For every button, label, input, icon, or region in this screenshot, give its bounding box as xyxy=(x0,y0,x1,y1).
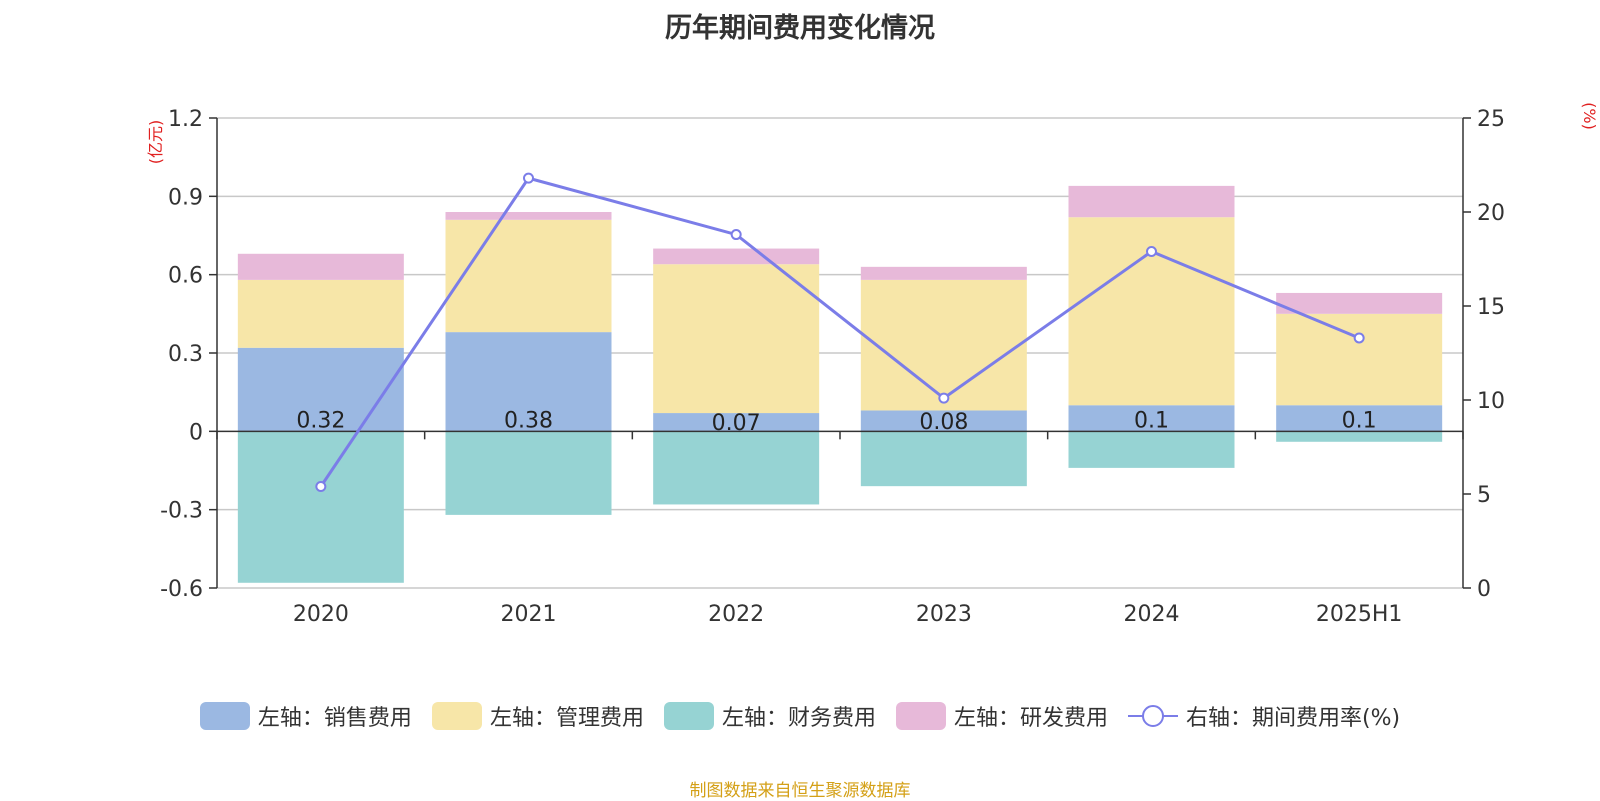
bar-segment xyxy=(1068,405,1235,432)
bar-segment xyxy=(860,266,1027,280)
bar-segment xyxy=(1068,185,1235,218)
legend-label-rd: 左轴：研发费用 xyxy=(953,706,1108,731)
bar-segment xyxy=(1276,313,1443,406)
line-point xyxy=(1353,332,1365,344)
line-point xyxy=(315,480,327,492)
category-label: 2023 xyxy=(916,602,972,627)
legend-label-expense-rate: 右轴：期间费用率(%) xyxy=(1185,706,1401,731)
data-label: 0.1 xyxy=(1342,408,1377,433)
chart-title: 历年期间费用变化情况 xyxy=(665,13,935,44)
source-note: 制图数据来自恒生聚源数据库 xyxy=(689,781,911,801)
legend-label-admin: 左轴：管理费用 xyxy=(489,706,644,731)
right-tick-label: 0 xyxy=(1477,577,1491,602)
legend-item-rd[interactable]: 左轴：研发费用 xyxy=(895,700,1108,732)
data-label: 0.07 xyxy=(712,411,761,436)
left-tick-label: 0.9 xyxy=(168,185,203,210)
right-tick-label: 25 xyxy=(1477,107,1505,132)
bar-segment xyxy=(1276,405,1443,432)
legend: 左轴：销售费用 左轴：管理费用 左轴：财务费用 左轴：研发费用 右轴：期间费用率… xyxy=(0,700,1600,732)
bar-segment xyxy=(237,279,404,348)
bar-segment xyxy=(860,410,1027,432)
legend-swatch-admin xyxy=(431,702,482,730)
left-tick-label: -0.3 xyxy=(160,499,203,524)
right-tick-label: 5 xyxy=(1477,483,1491,508)
left-tick-label: 0.3 xyxy=(168,342,203,367)
legend-item-sales[interactable]: 左轴：销售费用 xyxy=(199,700,412,732)
category-label: 2022 xyxy=(708,602,764,627)
bar-segment xyxy=(1276,292,1443,314)
legend-swatch-rd xyxy=(895,702,946,730)
category-label: 2025H1 xyxy=(1316,602,1403,627)
category-label: 2020 xyxy=(293,602,349,627)
bar-segment xyxy=(237,347,404,432)
left-tick-label: 1.2 xyxy=(168,107,203,132)
data-label: 0.38 xyxy=(504,408,553,433)
right-tick-label: 20 xyxy=(1477,201,1505,226)
bar-segment xyxy=(237,253,404,280)
category-label: 2024 xyxy=(1124,602,1180,627)
bar-segment xyxy=(1068,431,1235,468)
right-tick-label: 15 xyxy=(1477,295,1505,320)
data-label: 0.08 xyxy=(919,410,968,435)
left-tick-label: 0 xyxy=(189,420,203,445)
legend-item-admin[interactable]: 左轴：管理费用 xyxy=(431,700,644,732)
legend-swatch-sales xyxy=(199,702,250,730)
bar-segment xyxy=(445,332,612,432)
bar-segment xyxy=(860,279,1027,411)
chart-canvas: 1.2 0.9 0.6 0.3 0 -0.3 -0.6 25 20 15 10 5 0 (亿元) (%) 20… xyxy=(146,102,1599,627)
bar-segment xyxy=(445,431,612,515)
bar-segment xyxy=(653,248,820,265)
line-point xyxy=(1146,245,1157,257)
left-axis-unit: (亿元) xyxy=(146,120,165,165)
bar-segment xyxy=(1276,431,1443,442)
line-point xyxy=(938,392,950,404)
legend-item-expense-rate[interactable]: 右轴：期间费用率(%) xyxy=(1127,700,1401,732)
data-label: 0.1 xyxy=(1134,408,1169,433)
bar-segment xyxy=(653,413,820,432)
bar-segment xyxy=(653,264,820,414)
legend-item-finance[interactable]: 左轴：财务费用 xyxy=(663,700,876,732)
line-series-path xyxy=(319,176,1360,488)
bar-segment xyxy=(445,212,612,220)
right-axis-unit: (%) xyxy=(1580,102,1599,130)
bar-segment xyxy=(1068,217,1235,406)
legend-swatch-expense-rate xyxy=(1127,702,1178,730)
bar-segment xyxy=(860,431,1027,487)
right-tick-label: 10 xyxy=(1477,389,1505,414)
line-point xyxy=(730,229,742,241)
data-label: 0.32 xyxy=(296,408,345,433)
category-label: 2021 xyxy=(501,602,557,627)
legend-label-finance: 左轴：财务费用 xyxy=(721,706,876,731)
line-point xyxy=(523,172,534,184)
left-tick-label: 0.6 xyxy=(168,264,203,289)
bar-segment xyxy=(445,219,612,333)
legend-label-sales: 左轴：销售费用 xyxy=(257,706,412,731)
legend-swatch-finance xyxy=(663,702,714,730)
bar-segment xyxy=(653,431,820,505)
bar-segment xyxy=(237,431,404,583)
left-tick-label: -0.6 xyxy=(160,577,203,602)
